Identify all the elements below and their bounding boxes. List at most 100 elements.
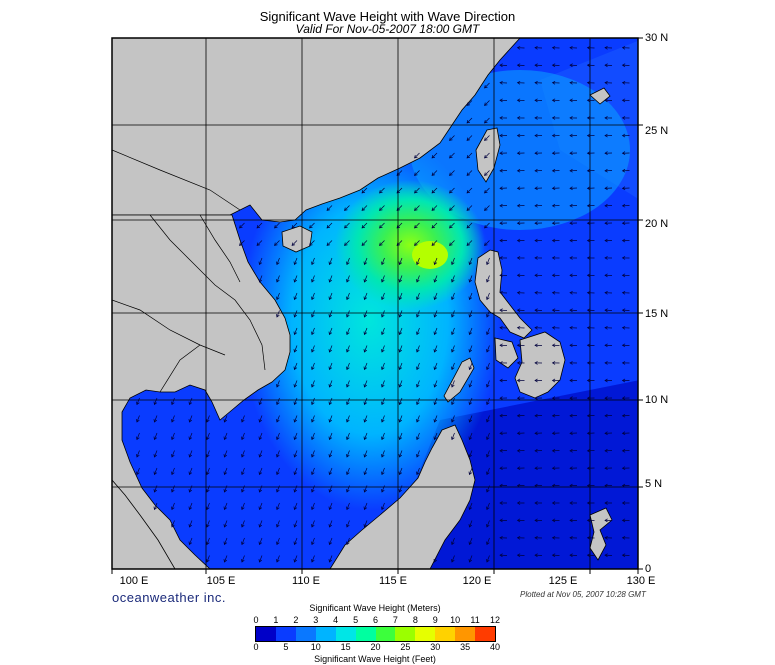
wave-arrow-head bbox=[466, 154, 471, 159]
wave-arrow-head bbox=[604, 168, 608, 173]
wave-arrow bbox=[154, 450, 158, 458]
wave-arrow-head bbox=[466, 189, 471, 194]
wave-arrow-head bbox=[551, 168, 556, 173]
wave-arrow-head bbox=[604, 151, 608, 155]
wave-arrow-head bbox=[586, 151, 591, 155]
wave-arrow-head bbox=[516, 308, 521, 313]
wave-arrow-head bbox=[258, 558, 263, 563]
wave-arrow bbox=[466, 117, 473, 124]
wave-arrow-head bbox=[569, 203, 573, 208]
graticule bbox=[112, 38, 638, 569]
wave-arrow-head bbox=[398, 261, 403, 266]
wave-arrow-head bbox=[586, 63, 591, 68]
wave-arrow-head bbox=[499, 221, 503, 225]
wave-arrow-head bbox=[309, 224, 313, 229]
wave-arrow bbox=[259, 555, 263, 563]
wave-arrow-head bbox=[451, 366, 455, 371]
wave-arrow-head bbox=[484, 207, 488, 211]
wave-arrow-head bbox=[258, 488, 263, 493]
wave-arrow-head bbox=[206, 541, 210, 546]
colorbar-segment bbox=[335, 627, 357, 641]
wave-arrow-head bbox=[311, 366, 315, 371]
wave-arrow-head bbox=[486, 436, 490, 441]
wave-arrow-head bbox=[363, 471, 368, 476]
wave-arrow-head bbox=[451, 278, 455, 283]
wave-arrow-head bbox=[486, 488, 490, 493]
wave-arrow bbox=[399, 310, 403, 318]
wave-arrow bbox=[466, 170, 473, 176]
wave-arrow-head bbox=[188, 523, 193, 528]
wave-arrow bbox=[259, 415, 263, 423]
wave-arrow-head bbox=[466, 137, 471, 141]
wave-arrow-head bbox=[258, 523, 263, 528]
wave-arrow-head bbox=[171, 436, 175, 441]
colorbar-meter-tick: 4 bbox=[333, 615, 339, 625]
lat-label-25: 25 N bbox=[645, 125, 669, 137]
colorbar-segment bbox=[455, 627, 476, 641]
wave-arrow bbox=[466, 187, 473, 194]
wave-arrow-head bbox=[466, 102, 471, 106]
wave-arrow-head bbox=[431, 172, 436, 176]
wave-arrow-head bbox=[569, 518, 573, 523]
wave-arrow bbox=[399, 485, 403, 493]
wave-arrow bbox=[274, 240, 280, 246]
wave-arrow-head bbox=[499, 308, 503, 313]
land-indochina bbox=[112, 214, 291, 569]
wave-arrow bbox=[381, 415, 385, 423]
wave-arrow-head bbox=[604, 518, 608, 523]
wave-arrow-head bbox=[416, 401, 420, 406]
wave-arrow bbox=[449, 222, 455, 229]
wave-arrow bbox=[241, 415, 245, 423]
wave-arrow bbox=[486, 345, 490, 353]
wave-arrow-head bbox=[398, 296, 403, 301]
wave-arrow-head bbox=[398, 453, 403, 458]
wave-arrow bbox=[469, 450, 473, 458]
wave-arrow-head bbox=[171, 453, 175, 458]
wave-arrow-head bbox=[569, 116, 573, 120]
wave-arrow-head bbox=[346, 523, 350, 528]
wave-arrow-head bbox=[621, 238, 626, 243]
wave-arrow-head bbox=[534, 221, 538, 225]
wave-arrow-head bbox=[534, 431, 538, 436]
wave-arrow-head bbox=[468, 453, 473, 458]
wave-arrow bbox=[451, 310, 455, 318]
wave-arrow bbox=[294, 502, 298, 510]
wave-arrow-head bbox=[569, 133, 573, 138]
wave-arrow bbox=[259, 432, 263, 440]
wave-arrow-head bbox=[468, 541, 473, 546]
wave-arrow bbox=[276, 555, 280, 563]
wave-arrow-head bbox=[449, 172, 453, 176]
wave-arrow bbox=[364, 380, 368, 388]
wave-arrow bbox=[294, 345, 298, 353]
wave-arrow bbox=[416, 397, 420, 405]
wave-arrow-head bbox=[516, 168, 521, 173]
wave-arrow bbox=[364, 520, 368, 528]
wave-arrow bbox=[206, 415, 210, 423]
wave-arrow-head bbox=[241, 523, 245, 528]
wave-arrow bbox=[171, 397, 175, 405]
wave-arrow-head bbox=[449, 154, 453, 159]
wave-arrow bbox=[224, 555, 228, 563]
wave-arrow-head bbox=[569, 238, 573, 243]
wave-arrow-head bbox=[569, 325, 573, 330]
wave-arrow bbox=[311, 555, 315, 563]
wave-arrow-head bbox=[431, 207, 436, 211]
wave-arrow-head bbox=[363, 348, 368, 353]
wave-arrow bbox=[451, 380, 455, 388]
wave-arrow-head bbox=[398, 348, 403, 353]
wave-arrow-head bbox=[499, 168, 503, 173]
wave-arrow-head bbox=[551, 483, 556, 488]
wave-arrow bbox=[294, 380, 298, 388]
wave-arrow bbox=[416, 292, 420, 300]
wave-arrow-head bbox=[381, 436, 385, 441]
wave-arrow-head bbox=[569, 361, 573, 365]
wave-arrow-head bbox=[258, 436, 263, 441]
wave-arrow-head bbox=[258, 278, 263, 283]
wave-arrow bbox=[294, 467, 298, 475]
wave-arrow-head bbox=[451, 313, 455, 318]
colorbar-meter-tick: 11 bbox=[470, 615, 480, 625]
wave-arrow-head bbox=[604, 378, 608, 383]
wave-arrow-head bbox=[258, 541, 263, 546]
wave-arrow-head bbox=[604, 256, 608, 260]
wave-arrow bbox=[431, 205, 438, 211]
